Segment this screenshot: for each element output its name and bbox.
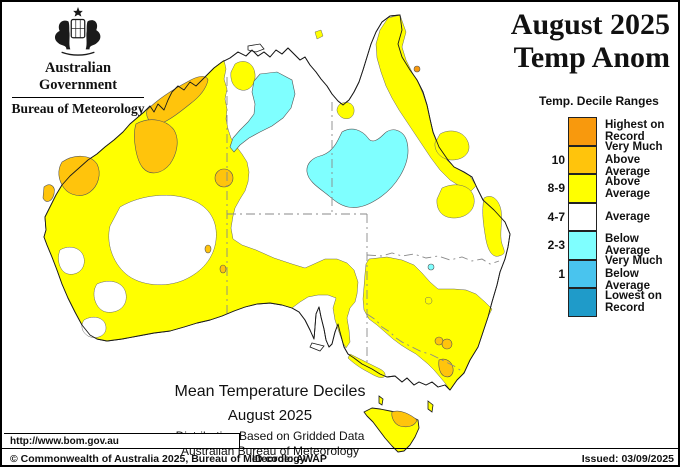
map-title-line2: Temp Anom <box>513 41 670 74</box>
caption-line2: August 2025 <box>227 407 313 424</box>
coat-of-arms-icon <box>54 6 101 56</box>
copyright-text: © Commonwealth of Australia 2025, Bureau… <box>10 453 306 465</box>
legend-label: Very Much Below Average <box>605 255 663 292</box>
issued-date-text: Issued: 03/09/2025 <box>581 453 674 465</box>
map-title-line1: August 2025 <box>510 8 670 41</box>
legend-row-very-much-below: 1 Very Much Below Average <box>539 255 678 292</box>
legend-label: Very Much Above Average <box>605 141 663 178</box>
bureau-label: Bureau of Meteorology <box>11 101 145 116</box>
footer-bar: © Commonwealth of Australia 2025, Bureau… <box>2 451 678 465</box>
legend: Temp. Decile Ranges Highest on Record 10 … <box>539 94 678 317</box>
legend-label: Lowest on Record <box>605 289 662 315</box>
legend-range: 8-9 <box>547 181 565 196</box>
legend-swatch-highest <box>568 117 597 146</box>
government-label: Australian Government <box>38 60 118 93</box>
region-average-holes <box>58 195 217 338</box>
legend-row-below: 2-3 Below Average <box>539 231 678 260</box>
legend-row-very-much-above: 10 Very Much Above Average <box>539 141 678 178</box>
legend-swatch-lowest <box>568 288 597 317</box>
legend-swatch-average <box>568 202 597 231</box>
state-borders <box>226 77 500 374</box>
branding-divider <box>12 97 144 98</box>
legend-label: Above Average <box>605 175 650 201</box>
legend-range: 1 <box>558 266 565 281</box>
legend-label: Highest on Record <box>605 118 665 144</box>
legend-swatch-above <box>568 174 597 203</box>
bom-url: http://www.bom.gov.au <box>4 433 240 448</box>
footer-divider <box>2 448 678 449</box>
caption-line1: Mean Temperature Deciles <box>174 383 366 400</box>
legend-range: 10 <box>551 152 565 167</box>
legend-row-highest: Highest on Record <box>539 117 678 146</box>
branding-block: Australian Government Bureau of Meteorol… <box>8 6 148 117</box>
legend-row-lowest: Lowest on Record <box>539 288 678 317</box>
legend-swatch-very-much-above <box>568 145 597 174</box>
legend-range: 4-7 <box>547 209 565 224</box>
region-very-much-above <box>42 76 454 378</box>
legend-label: Below Average <box>605 232 650 258</box>
region-highest-on-record <box>413 65 421 73</box>
map-title: August 2025 Temp Anom <box>511 8 670 74</box>
legend-title: Temp. Decile Ranges <box>539 94 659 108</box>
tasmania <box>247 43 434 453</box>
id-code-text: ID code: AWAP <box>252 453 327 465</box>
legend-swatch-very-much-below <box>568 259 597 288</box>
legend-row-average: 4-7 Average <box>539 202 678 231</box>
coastline <box>43 14 511 391</box>
legend-label: Average <box>605 210 650 223</box>
legend-row-above: 8-9 Above Average <box>539 174 678 203</box>
legend-swatch-below <box>568 231 597 260</box>
legend-range: 2-3 <box>547 238 565 253</box>
